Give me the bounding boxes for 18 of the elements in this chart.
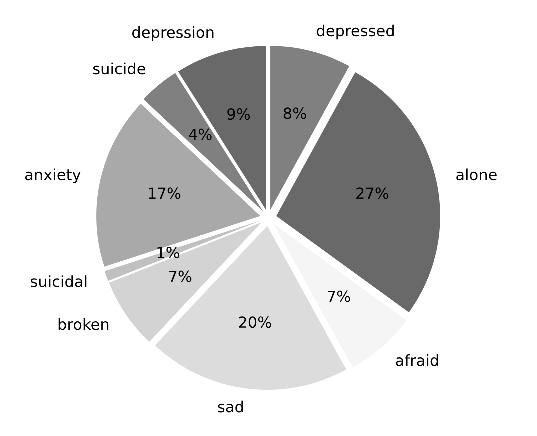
slice-label: suicidal [31, 276, 87, 288]
slice-label: broken [58, 318, 109, 330]
data-label: 27% [356, 188, 389, 200]
data-label: 7% [328, 290, 350, 302]
slice-label: anxiety [25, 168, 81, 184]
slice-label: alone [456, 168, 497, 181]
data-label: 1% [158, 246, 180, 259]
data-label: 9% [228, 108, 250, 120]
data-label: 7% [170, 270, 192, 282]
slice-label: sad [218, 400, 244, 413]
slice-label: suicide [93, 62, 146, 75]
slice-label: afraid [396, 354, 438, 366]
slice-label: depression [132, 26, 214, 42]
data-label: 20% [239, 316, 272, 328]
data-label: 8% [284, 108, 306, 120]
slice-label: depressed [317, 24, 394, 40]
data-label: 4% [189, 128, 212, 140]
data-label: 17% [149, 188, 181, 200]
